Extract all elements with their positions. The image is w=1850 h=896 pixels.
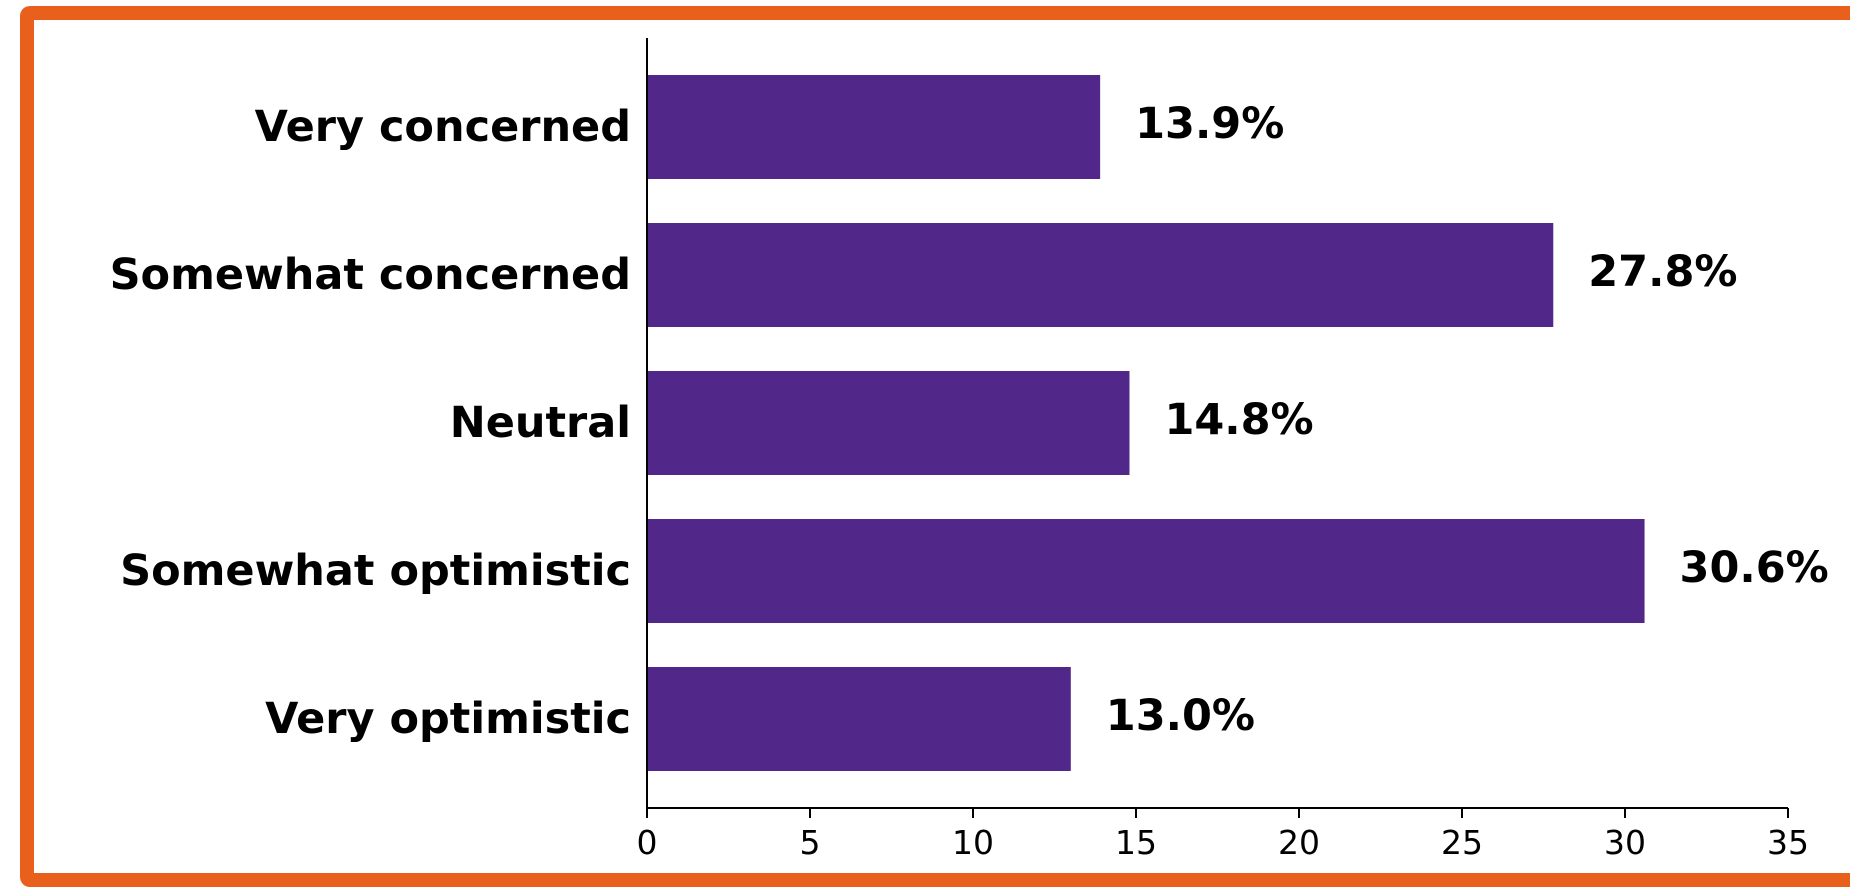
x-tick-label-35: 35 [1767,823,1809,862]
x-tick-label-20: 20 [1278,823,1320,862]
x-axis: 0 5 10 15 20 25 30 35 [637,807,1809,862]
bar-somewhat-optimistic [647,519,1645,623]
x-tick-label-15: 15 [1115,823,1157,862]
bar-very-optimistic [647,667,1071,771]
value-label-very-concerned: 13.9% [1135,99,1284,149]
value-label-neutral: 14.8% [1164,395,1313,445]
bar-somewhat-concerned [647,223,1554,327]
value-label-somewhat-concerned: 27.8% [1588,247,1737,297]
x-tick-label-10: 10 [952,823,994,862]
bars-group [647,75,1645,771]
x-tick-label-5: 5 [800,823,821,862]
value-label-somewhat-optimistic: 30.6% [1680,543,1829,593]
category-label-very-concerned: Very concerned [255,102,631,152]
category-label-somewhat-optimistic: Somewhat optimistic [120,546,631,596]
bar-neutral [647,371,1130,475]
category-label-neutral: Neutral [450,398,631,448]
bar-very-concerned [647,75,1101,179]
x-tick-label-0: 0 [637,823,658,862]
x-tick-label-25: 25 [1441,823,1483,862]
category-label-very-optimistic: Very optimistic [265,694,631,744]
x-tick-label-30: 30 [1604,823,1646,862]
category-labels: Very concerned Somewhat concerned Neutral S… [110,102,631,744]
value-label-very-optimistic: 13.0% [1106,691,1255,741]
value-labels: 13.9% 27.8% 14.8% 30.6% 13.0% [1106,99,1829,741]
category-label-somewhat-concerned: Somewhat concerned [110,250,631,300]
